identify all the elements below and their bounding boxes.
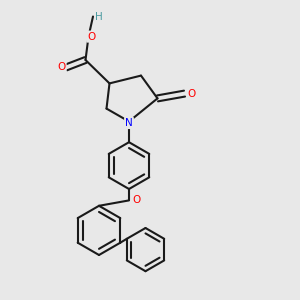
Text: O: O <box>132 195 141 206</box>
Text: H: H <box>95 11 103 22</box>
Text: N: N <box>125 118 133 128</box>
Text: O: O <box>87 32 96 42</box>
Text: O: O <box>57 62 66 73</box>
Text: O: O <box>188 88 196 99</box>
